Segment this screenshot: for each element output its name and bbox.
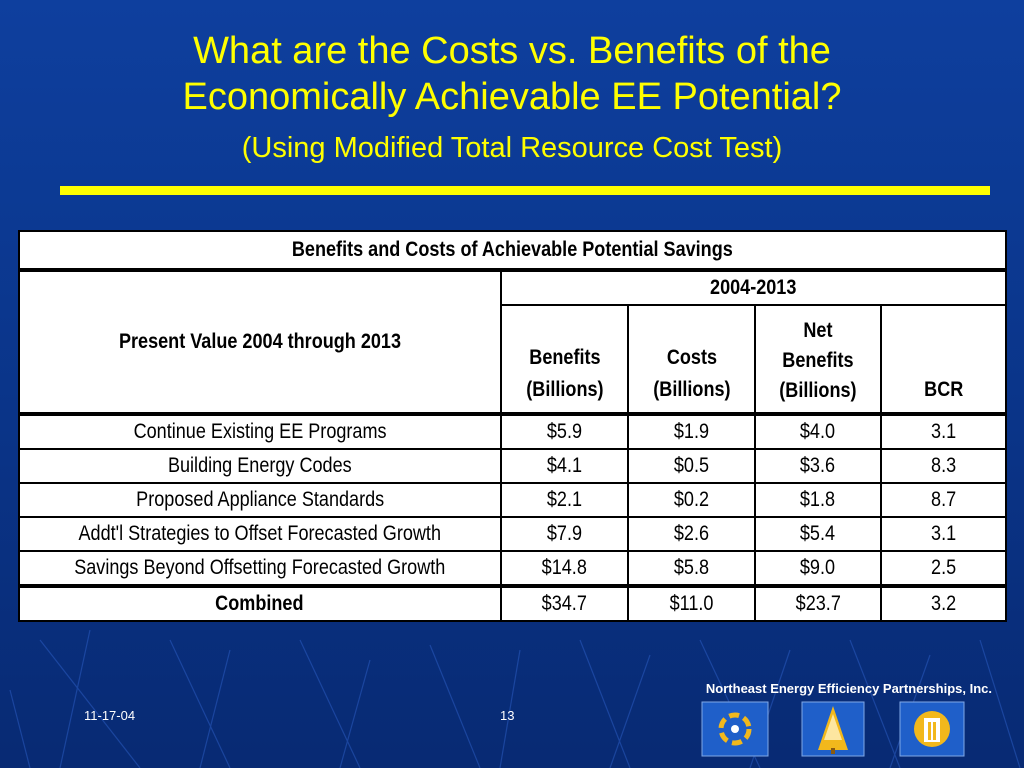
table-caption: Benefits and Costs of Achievable Potenti… xyxy=(18,230,1007,271)
hands-circle-logo xyxy=(701,701,769,757)
row-label: Building Energy Codes xyxy=(18,448,502,484)
row-label: Proposed Appliance Standards xyxy=(18,482,502,518)
total-bcr: 3.2 xyxy=(879,584,1008,622)
table-row: Savings Beyond Offsetting Forecasted Gro… xyxy=(18,550,1008,587)
row-label: Continue Existing EE Programs xyxy=(18,412,502,450)
col-header-costs: Costs (Billions) xyxy=(627,304,756,415)
building-logo xyxy=(899,701,965,757)
cell-costs: $5.8 xyxy=(627,550,756,587)
cell-costs: $1.9 xyxy=(627,412,756,450)
total-benefits: $34.7 xyxy=(499,584,630,622)
title-line-1: What are the Costs vs. Benefits of the xyxy=(193,30,831,72)
cell-benefits: $4.1 xyxy=(499,448,630,484)
total-costs: $11.0 xyxy=(627,584,756,622)
row-label: Addt'l Strategies to Offset Forecasted G… xyxy=(18,516,502,552)
table-row: Addt'l Strategies to Offset Forecasted G… xyxy=(18,516,1008,552)
cell-costs: $2.6 xyxy=(627,516,756,552)
title-divider xyxy=(60,186,990,195)
col-header-bcr: BCR xyxy=(879,304,1008,415)
total-label: Combined xyxy=(18,584,502,622)
table-row: Proposed Appliance Standards $2.1 $0.2 $… xyxy=(18,482,1008,518)
cell-costs: $0.2 xyxy=(627,482,756,518)
cell-net: $4.0 xyxy=(753,412,882,450)
cell-bcr: 8.3 xyxy=(879,448,1008,484)
slide-title: What are the Costs vs. Benefits of the E… xyxy=(0,28,1024,120)
cell-net: $5.4 xyxy=(753,516,882,552)
cell-benefits: $2.1 xyxy=(499,482,630,518)
title-line-2: Economically Achievable EE Potential? xyxy=(182,76,842,118)
cell-costs: $0.5 xyxy=(627,448,756,484)
partner-logos xyxy=(701,701,965,757)
organization-name: Northeast Energy Efficiency Partnerships… xyxy=(705,681,992,696)
cell-net: $1.8 xyxy=(753,482,882,518)
total-net: $23.7 xyxy=(753,584,882,622)
table-total-row: Combined $34.7 $11.0 $23.7 3.2 xyxy=(18,584,1008,622)
slide-subtitle: (Using Modified Total Resource Cost Test… xyxy=(241,132,783,164)
row-label: Savings Beyond Offsetting Forecasted Gro… xyxy=(18,550,502,587)
table-row: Continue Existing EE Programs $5.9 $1.9 … xyxy=(18,412,1008,450)
cost-benefit-table: Benefits and Costs of Achievable Potenti… xyxy=(18,230,1008,622)
cell-benefits: $5.9 xyxy=(499,412,630,450)
cell-bcr: 2.5 xyxy=(879,550,1008,587)
slide-number: 13 xyxy=(500,708,515,723)
col-header-benefits: Benefits (Billions) xyxy=(499,304,630,415)
cell-bcr: 8.7 xyxy=(879,482,1008,518)
period-header: 2004-2013 xyxy=(499,268,1008,306)
cell-bcr: 3.1 xyxy=(879,412,1008,450)
cell-net: $9.0 xyxy=(753,550,882,587)
cell-benefits: $14.8 xyxy=(499,550,630,587)
col-header-net-benefits: Net Benefits (Billions) xyxy=(753,304,882,415)
row-header-label: Present Value 2004 through 2013 xyxy=(18,268,502,415)
cell-benefits: $7.9 xyxy=(499,516,630,552)
slide-date: 11-17-04 xyxy=(84,708,136,723)
cell-net: $3.6 xyxy=(753,448,882,484)
cell-bcr: 3.1 xyxy=(879,516,1008,552)
tree-logo xyxy=(801,701,865,757)
table-row: Building Energy Codes $4.1 $0.5 $3.6 8.3 xyxy=(18,448,1008,484)
